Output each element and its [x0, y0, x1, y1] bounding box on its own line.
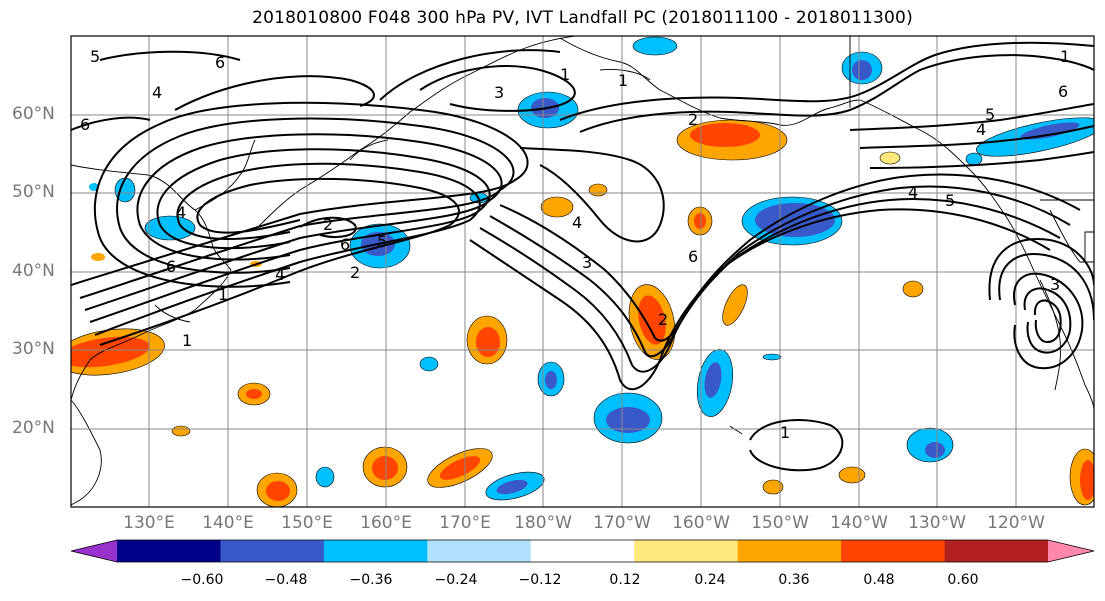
colorbar-tick-label: −0.24	[434, 572, 478, 588]
longitude-label: 130°W	[908, 513, 966, 533]
colorbar-tick-label: −0.36	[349, 572, 393, 588]
colorbar-tick-label: −0.12	[518, 572, 562, 588]
longitude-label: 140°E	[202, 513, 254, 533]
contour-label: 6	[340, 235, 350, 254]
contour-label: 3	[1050, 275, 1060, 294]
colorbar-extend-max	[1048, 540, 1094, 562]
longitude-label: 180°W	[514, 513, 572, 533]
colorbar-segment	[427, 540, 532, 562]
contour-label: 2	[658, 310, 668, 329]
contour-label: 4	[572, 213, 582, 232]
colorbar-tick-label: −0.60	[180, 572, 224, 588]
longitude-label: 130°E	[123, 513, 175, 533]
contour-label: 5	[377, 232, 387, 251]
contour-label: 6	[1058, 82, 1068, 101]
colorbar-tick-label: 0.36	[778, 572, 810, 588]
contour-labels: 5 6 4 2 1 3 1 4 6 2 1 1 2 6 5 4 6 2 4 1 …	[80, 47, 1070, 442]
contour-label: 3	[494, 83, 504, 102]
contour-label: 4	[176, 203, 186, 222]
colorbar-segment	[634, 540, 739, 562]
longitude-label: 160°W	[672, 513, 730, 533]
colorbar-segment	[117, 540, 221, 562]
colorbar-tick-label: −0.48	[264, 572, 308, 588]
longitude-label: 150°W	[751, 513, 809, 533]
map-title: 2018010800 F048 300 hPa PV, IVT Landfall…	[252, 8, 913, 28]
longitude-label: 140°W	[830, 513, 888, 533]
contour-label: 1	[1060, 47, 1070, 66]
latitude-label: 40°N	[12, 261, 55, 281]
contour-label: 2	[688, 110, 698, 129]
contour-label: 1	[218, 285, 228, 304]
contour-label: 2	[323, 215, 333, 234]
colorbar	[70, 539, 1095, 563]
longitude-label: 120°W	[987, 513, 1045, 533]
colorbar-segment	[737, 540, 842, 562]
colorbar-segment	[944, 540, 1049, 562]
longitude-label: 160°E	[360, 513, 412, 533]
contour-label: 4	[275, 265, 285, 284]
latitude-label: 20°N	[12, 418, 55, 438]
contour-label: 6	[80, 115, 90, 134]
contour-label: 6	[688, 247, 698, 266]
contour-label: 3	[582, 253, 592, 272]
contour-label: 2	[350, 263, 360, 282]
contour-label: 5	[90, 47, 100, 66]
colorbar-segment	[841, 540, 946, 562]
colorbar-tick-label: 0.24	[694, 572, 726, 588]
longitude-label: 170°W	[593, 513, 651, 533]
colorbar-tick-label: 0.12	[609, 572, 641, 588]
colorbar-tick-label: 0.48	[863, 572, 895, 588]
pv-contours	[71, 41, 1094, 472]
latitude-label: 60°N	[12, 104, 55, 124]
contour-label: 1	[182, 331, 192, 350]
map-area: 5 6 4 2 1 3 1 4 6 2 1 1 2 6 5 4 6 2 4 1 …	[71, 36, 1094, 507]
latitude-label: 30°N	[12, 339, 55, 359]
longitude-label: 170°E	[439, 513, 491, 533]
contour-label: 5	[945, 191, 955, 210]
longitude-label: 150°E	[281, 513, 333, 533]
colorbar-outline	[70, 539, 1095, 563]
coastlines	[71, 36, 1094, 506]
contour-label: 4	[908, 183, 918, 202]
colorbar-segment	[323, 540, 428, 562]
colorbar-tick-label: 0.60	[947, 572, 979, 588]
colorbar-segment	[530, 540, 635, 562]
contour-label: 4	[976, 120, 986, 139]
contour-label: 1	[618, 71, 628, 90]
colorbar-segment	[220, 540, 325, 562]
contour-label: 5	[985, 105, 995, 124]
contour-label: 1	[560, 65, 570, 84]
map-frame	[70, 35, 1095, 508]
contour-label: 4	[152, 83, 162, 102]
contour-label: 1	[780, 423, 790, 442]
colorbar-extend-min	[71, 540, 117, 562]
contour-label: 6	[215, 53, 225, 72]
contour-label: 6	[166, 257, 176, 276]
latitude-label: 50°N	[12, 182, 55, 202]
